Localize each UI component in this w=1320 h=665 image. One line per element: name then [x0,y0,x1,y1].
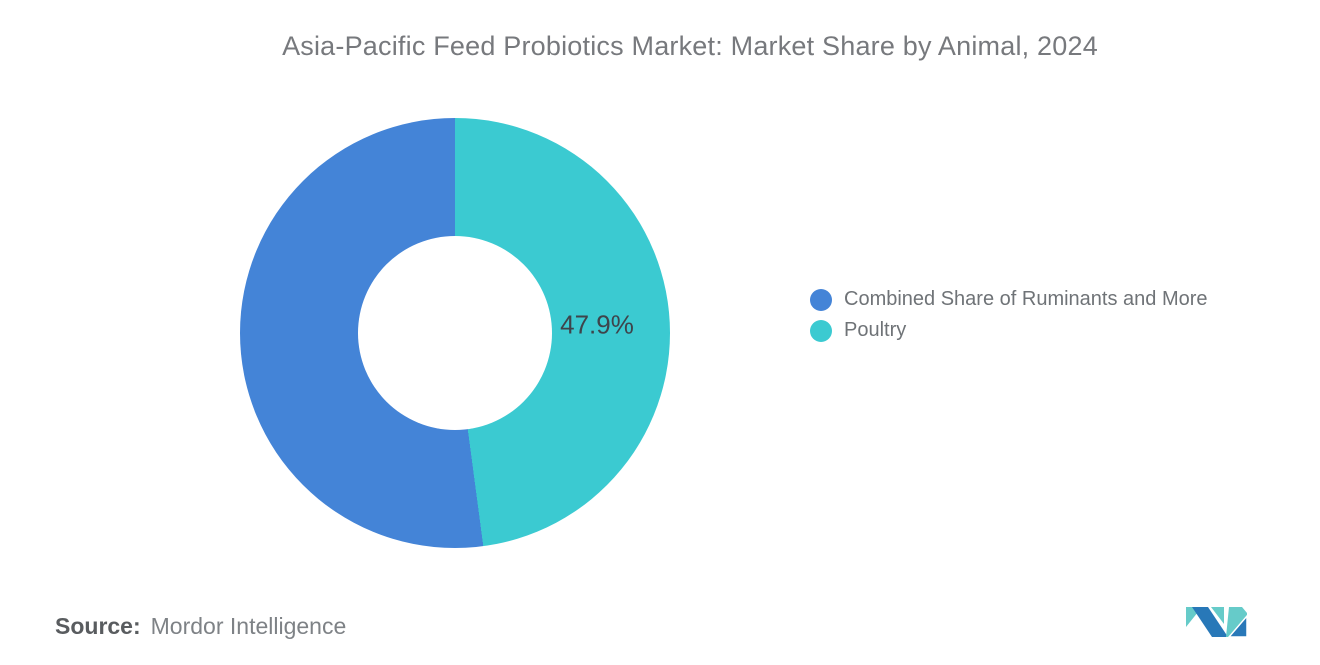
legend-item-combined-ruminants[interactable]: Combined Share of Ruminants and More [810,284,1208,315]
legend-swatch-teal-icon [810,319,832,342]
legend-swatch-blue-icon [810,288,832,311]
donut-hole [358,236,552,430]
legend-item-poultry[interactable]: Poultry [810,315,1208,346]
source-prefix-label: Source: [55,613,141,639]
source-attribution: Source: Mordor Intelligence [55,613,346,640]
legend-label: Combined Share of Ruminants and More [844,288,1208,310]
chart-legend: Combined Share of Ruminants and More Pou… [810,284,1208,346]
slice-data-label-poultry: 47.9% [560,309,634,340]
mordor-intelligence-logo-icon [1186,607,1248,638]
chart-title: Asia-Pacific Feed Probiotics Market: Mar… [282,31,1098,61]
legend-label: Poultry [844,319,907,341]
source-name: Mordor Intelligence [150,613,347,639]
donut-chart: 47.9% [240,118,670,548]
